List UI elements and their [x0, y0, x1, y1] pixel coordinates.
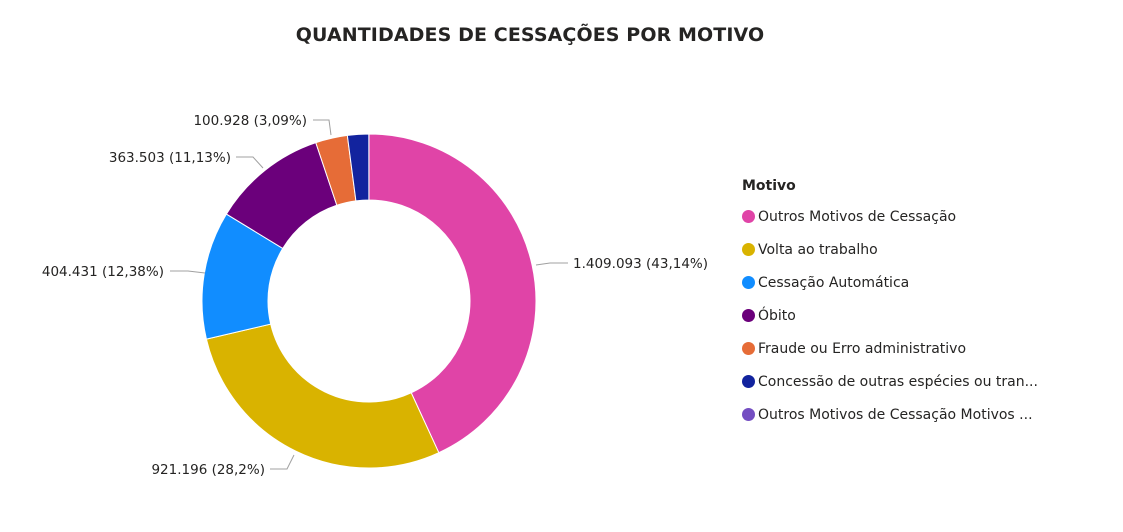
leader-line-volta: [270, 454, 295, 470]
data-label-outros: 1.409.093 (43,14%): [573, 256, 708, 272]
legend-color-dot-icon: [742, 276, 755, 289]
data-label-volta: 921.196 (28,2%): [151, 462, 265, 478]
legend-item[interactable]: Outros Motivos de Cessação Motivos ...: [742, 398, 1038, 431]
legend-item[interactable]: Outros Motivos de Cessação: [742, 200, 1038, 233]
legend: Motivo Outros Motivos de Cessação Volta a…: [742, 178, 1038, 431]
legend-item-label: Concessão de outras espécies ou tran...: [758, 373, 1038, 390]
leader-line-outros: [535, 262, 568, 266]
legend-item-label: Cessação Automática: [758, 274, 910, 291]
legend-item[interactable]: Fraude ou Erro administrativo: [742, 332, 1038, 365]
legend-color-dot-icon: [742, 342, 755, 355]
data-label-leaders: [170, 119, 568, 470]
legend-item-label: Outros Motivos de Cessação Motivos ...: [758, 406, 1033, 423]
legend-item-label: Outros Motivos de Cessação: [758, 208, 957, 225]
legend-item[interactable]: Cessação Automática: [742, 266, 1038, 299]
legend-color-dot-icon: [742, 243, 755, 256]
data-label-obito: 363.503 (11,13%): [109, 150, 231, 166]
legend-title: Motivo: [742, 178, 796, 194]
leader-line-obito: [236, 156, 264, 169]
leader-line-fraude: [313, 119, 332, 136]
legend-item-label: Óbito: [758, 307, 796, 324]
donut-slices: [201, 133, 537, 469]
legend-item[interactable]: Volta ao trabalho: [742, 233, 1038, 266]
legend-color-dot-icon: [742, 309, 755, 322]
leader-line-automatica: [170, 270, 206, 274]
data-label-fraude: 100.928 (3,09%): [193, 113, 307, 129]
legend-color-dot-icon: [742, 375, 755, 388]
slice-outros-motivos[interactable]: [368, 133, 537, 454]
legend-item-label: Volta ao trabalho: [758, 241, 878, 258]
slice-volta-ao-trabalho[interactable]: [205, 323, 440, 469]
legend-color-dot-icon: [742, 408, 755, 421]
legend-item-label: Fraude ou Erro administrativo: [758, 340, 967, 357]
legend-item[interactable]: Concessão de outras espécies ou tran...: [742, 365, 1038, 398]
legend-color-dot-icon: [742, 210, 755, 223]
chart-title: QUANTIDADES DE CESSAÇÕES POR MOTIVO: [295, 24, 765, 46]
legend-item[interactable]: Óbito: [742, 299, 1038, 332]
data-label-automatica: 404.431 (12,38%): [42, 264, 164, 280]
